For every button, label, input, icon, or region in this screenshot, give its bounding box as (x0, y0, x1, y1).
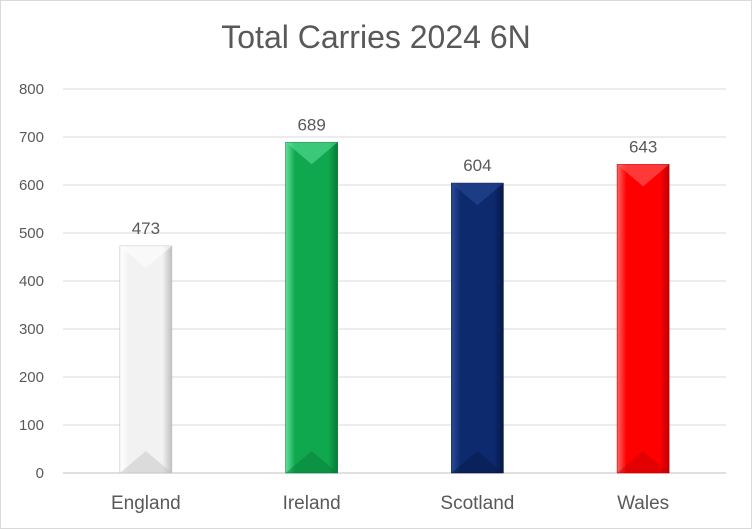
x-category-label: Scotland (440, 493, 514, 514)
y-tick-label: 100 (19, 417, 44, 434)
data-label-scotland: 604 (463, 156, 491, 175)
bar-top-bevel (119, 245, 172, 268)
x-category-label: Wales (617, 493, 669, 514)
y-tick-label: 300 (19, 321, 44, 338)
bar-bottom-bevel (119, 451, 172, 473)
bar-bottom-bevel (451, 451, 504, 473)
bar-bottom-bevel (285, 451, 338, 473)
x-category-label: Ireland (283, 493, 341, 514)
bar-bottom-bevel (617, 451, 670, 473)
bar-wales[interactable] (616, 164, 670, 474)
bar-england[interactable] (119, 245, 173, 474)
data-label-england: 473 (132, 219, 160, 238)
y-tick-label: 600 (19, 177, 44, 194)
data-label-ireland: 689 (297, 115, 325, 134)
y-tick-label: 200 (19, 369, 44, 386)
bar-top-bevel (617, 164, 670, 187)
y-tick-label: 400 (19, 273, 44, 290)
bar-top-bevel (451, 183, 504, 206)
y-tick-label: 500 (19, 225, 44, 242)
y-tick-label: 0 (36, 465, 44, 482)
data-label-wales: 643 (629, 137, 657, 156)
bar-top-bevel (285, 142, 338, 165)
y-tick-label: 700 (19, 129, 44, 146)
x-category-label: England (111, 493, 181, 514)
chart-title: Total Carries 2024 6N (221, 19, 531, 55)
bar-ireland[interactable] (285, 141, 338, 474)
y-tick-label: 800 (19, 81, 44, 98)
bar-scotland[interactable] (451, 182, 504, 474)
